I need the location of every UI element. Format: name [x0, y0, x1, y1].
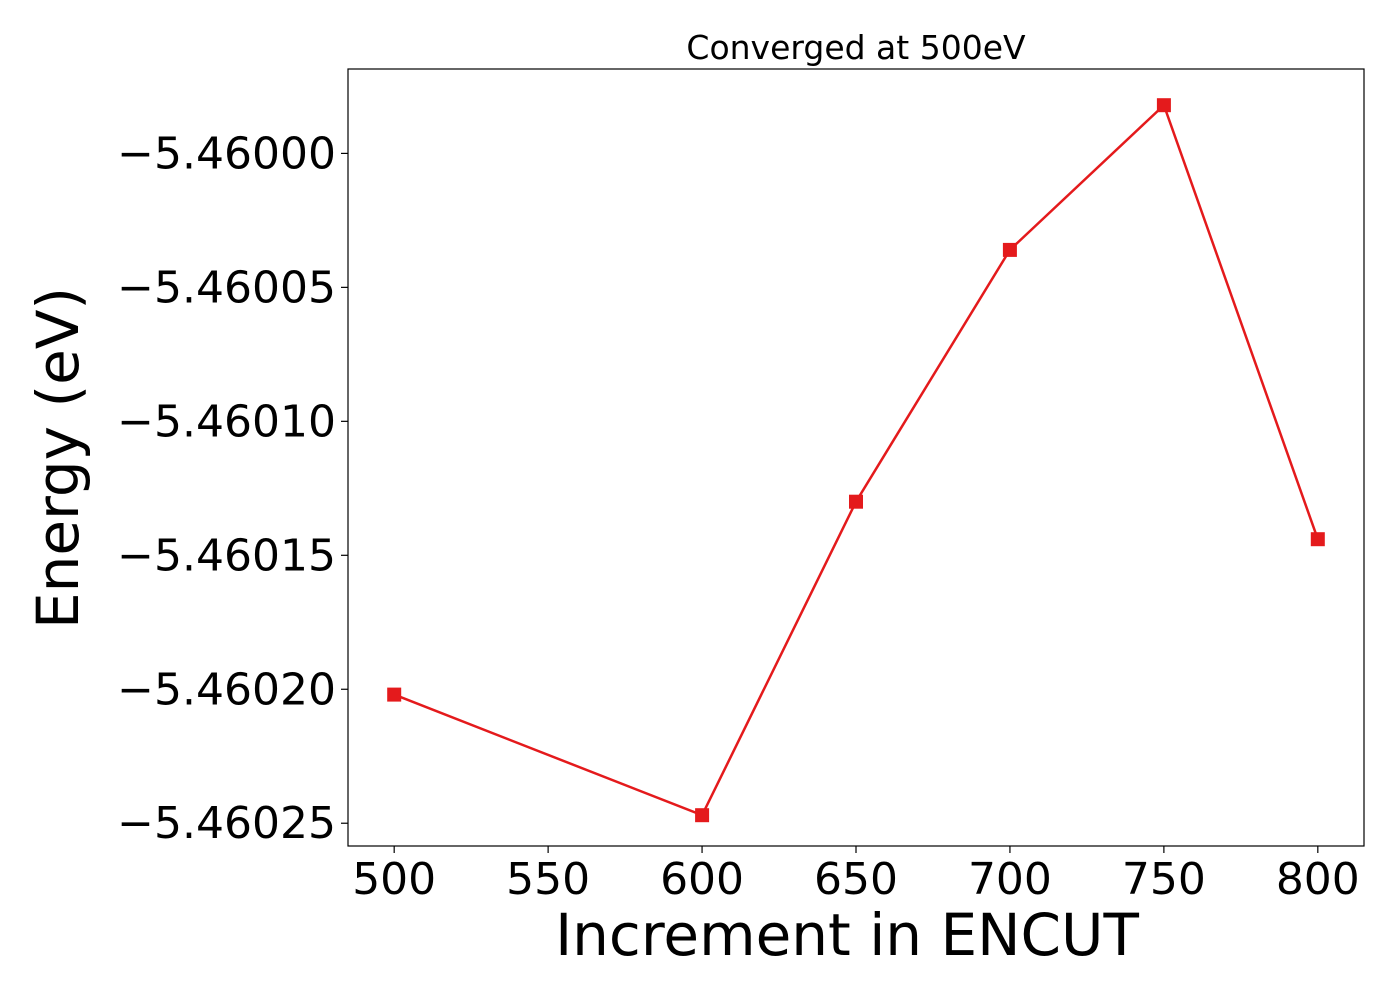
x-axis-ticks: 500 550 600 650 700 750 800 — [352, 846, 1360, 905]
y-tick-label: −5.46010 — [117, 396, 336, 447]
series-line — [393, 102, 1319, 817]
x-tick-label: 700 — [968, 854, 1052, 905]
y-tick-label: −5.46005 — [117, 262, 336, 313]
x-tick-label: 500 — [352, 854, 436, 905]
x-tick-label: 650 — [814, 854, 898, 905]
x-tick-label: 600 — [660, 854, 744, 905]
x-axis-label: Increment in ENCUT — [555, 901, 1139, 969]
x-tick-label: 800 — [1276, 854, 1360, 905]
series-layer — [387, 98, 1325, 823]
data-point-marker — [695, 808, 710, 823]
x-tick-label: 550 — [506, 854, 590, 905]
x-tick-label: 750 — [1122, 854, 1206, 905]
y-axis-ticks: −5.46000 −5.46005 −5.46010 −5.46015 −5.46020… — [117, 128, 348, 849]
y-axis-label: Energy (eV) — [24, 287, 92, 629]
plot-area-frame — [347, 68, 1365, 847]
data-point-marker — [1002, 242, 1017, 257]
data-point-marker — [1310, 532, 1325, 547]
data-point-marker — [849, 494, 863, 509]
y-tick-label: −5.46025 — [117, 798, 336, 849]
chart-title: Converged at 500eV — [686, 28, 1026, 67]
y-tick-label: −5.46020 — [117, 664, 336, 715]
y-tick-label: −5.46000 — [117, 128, 336, 179]
data-point-marker — [1156, 98, 1171, 113]
y-tick-label: −5.46015 — [117, 530, 336, 581]
data-point-marker — [387, 687, 402, 702]
